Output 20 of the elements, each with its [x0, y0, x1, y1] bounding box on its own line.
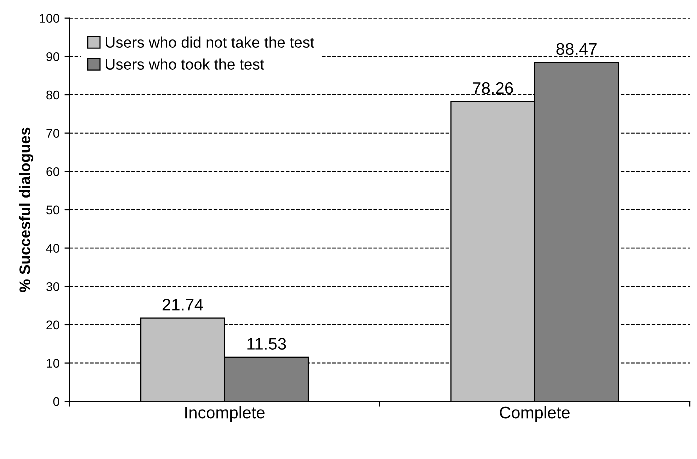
- y-tick-label: 20: [46, 320, 60, 330]
- y-tick-label: 50: [46, 206, 60, 215]
- y-tick-label: 100: [40, 14, 60, 24]
- y-tick-label: 30: [46, 282, 60, 292]
- legend-label: Users who did not take the test: [106, 36, 314, 48]
- x-tick-label: Complete: [500, 406, 570, 422]
- y-tick-label: 0: [54, 397, 60, 406]
- data-label: 78.26: [473, 82, 514, 94]
- legend-label: Users who took the test: [106, 58, 264, 70]
- y-tick-label: 60: [46, 167, 60, 176]
- y-tick-label: 40: [46, 244, 60, 253]
- y-tick-label: 80: [46, 90, 60, 100]
- y-tick-label: 70: [46, 129, 60, 138]
- x-tick-label: Incomplete: [186, 406, 265, 422]
- y-tick-label: 90: [46, 52, 60, 62]
- y-axis-title: % Succesful dialogues: [19, 128, 34, 292]
- data-label: 11.53: [248, 338, 286, 350]
- data-label: 88.47: [556, 43, 597, 56]
- y-tick-label: 10: [47, 359, 60, 368]
- data-label: 21.74: [162, 299, 204, 311]
